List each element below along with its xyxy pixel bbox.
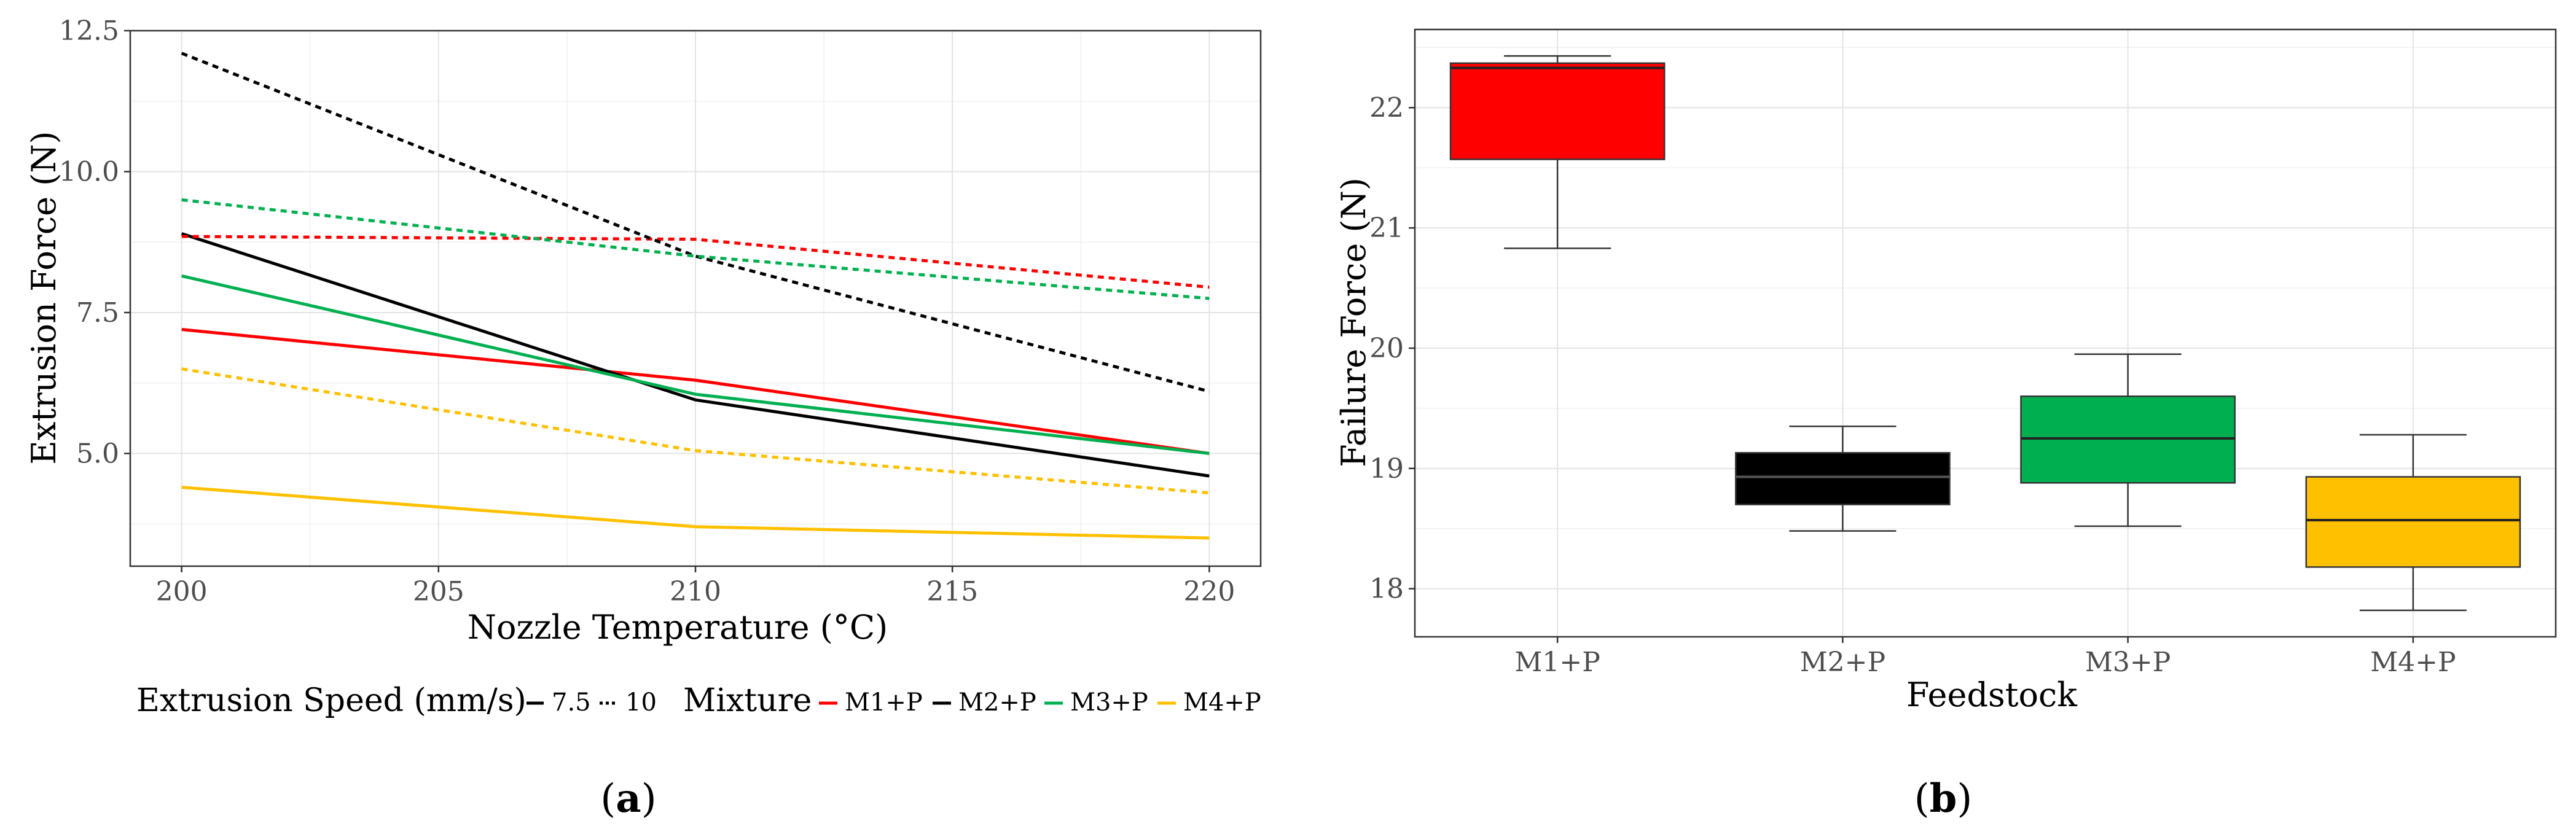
box-iqr [1735,452,1951,505]
x-tick-label: M2+P [1800,647,1886,678]
legend-mixture-item: M3+P [1070,688,1148,717]
x-tick-label: 220 [1183,576,1235,607]
panel-b-box-plot: M1+P M2+P M3+P M4+P 18 19 20 21 22 Feedstock Fa… [1334,28,2557,822]
y-tick-label: 5.0 [76,438,119,469]
series-line-m1-p-speed-10 [181,235,1210,289]
x-tick-label: M3+P [2085,647,2171,678]
series-line-m4-p-speed-10 [181,367,1210,495]
panel-a-gridlines [130,30,1261,566]
x-tick-label: M1+P [1514,647,1600,678]
series-line-m2-p-speed-7-5 [181,232,1210,478]
box-iqr [1449,62,1666,160]
panel-b-plot-border [1414,28,2557,638]
panel-b-label-close: ) [1957,776,1972,822]
panel-a-x-axis-label: Nozzle Temperature (°C) [468,608,888,647]
x-tick-label: 205 [413,576,464,607]
legend-mixture-title: Mixture [683,682,812,719]
panel-a-line-chart: 200 205 210 215 220 5.0 7.5 10.0 12.5 Nozzle Te… [25,15,1262,822]
panel-b-label: (b) [1914,776,1973,822]
panel-b-y-ticks: 18 19 20 21 22 [1369,92,1415,605]
x-tick-label: M4+P [2370,647,2456,678]
x-tick-label: 200 [156,576,208,607]
legend-mixture-item: M2+P [958,688,1036,717]
y-tick-label: 18 [1369,574,1404,605]
series-line-m3-p-speed-7-5 [181,274,1210,455]
panel-a-x-ticks: 200 205 210 215 220 [156,566,1235,607]
box-m2-p [1735,426,1951,532]
panel-b-label-letter: b [1930,776,1957,822]
x-tick-label: 210 [670,576,721,607]
panel-b-boxes [1449,55,2521,612]
series-line-m4-p-speed-7-5 [181,486,1210,540]
panel-a-label-letter: a [616,776,641,822]
panel-b-gridlines [1415,29,2556,637]
panel-b-x-ticks: M1+P M2+P M3+P M4+P [1514,637,2456,678]
y-tick-label: 20 [1369,333,1404,364]
panel-b-label-open: ( [1914,776,1930,822]
legend-speed-title: Extrusion Speed (mm/s) [136,682,527,719]
box-iqr [2305,476,2521,568]
panel-a-y-axis-label: Extrusion Force (N) [25,131,63,464]
panel-a-series-lines [181,52,1210,540]
panel-a-y-ticks: 5.0 7.5 10.0 12.5 [59,15,130,469]
y-tick-label: 19 [1369,453,1404,485]
box-m3-p [2020,353,2236,528]
box-m4-p [2305,434,2521,612]
legend-speed-item: 7.5 [552,688,591,717]
legend-mixture-item: M1+P [845,688,923,717]
y-tick-label: 12.5 [59,15,119,47]
y-tick-label: 22 [1369,92,1404,123]
panel-b-x-axis-label: Feedstock [1906,675,2078,714]
x-tick-label: 215 [926,576,978,607]
panel-b-y-axis-label: Failure Force (N) [1334,177,1373,467]
y-tick-label: 7.5 [76,297,119,329]
y-tick-label: 21 [1369,212,1404,244]
panel-a-label-close: ) [641,776,657,822]
y-tick-label: 10.0 [59,156,119,187]
panel-a-label: (a) [600,776,656,822]
panel-a-legend: Extrusion Speed (mm/s) Mixture 7.5 10 M1+P… [136,682,1261,719]
legend-mixture-item: M4+P [1183,688,1261,717]
panel-a-label-open: ( [600,776,616,822]
legend-speed-item: 10 [625,688,657,717]
series-line-m1-p-speed-7-5 [181,327,1210,455]
box-m1-p [1449,55,1666,249]
